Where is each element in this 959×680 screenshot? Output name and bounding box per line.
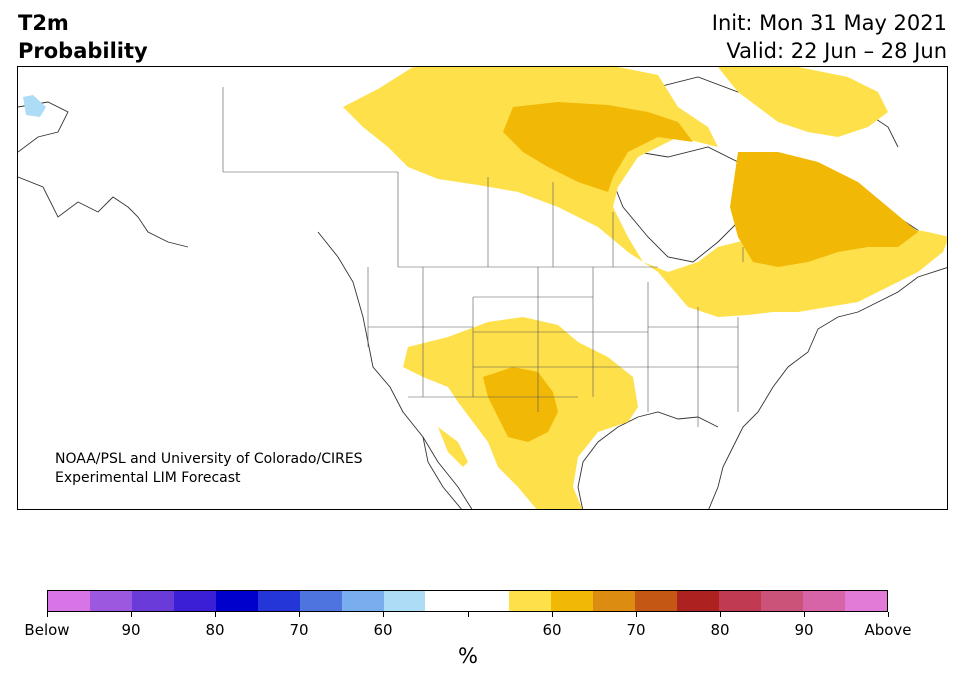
credit-line-2: Experimental LIM Forecast (55, 470, 241, 486)
colorbar-tick (383, 612, 384, 617)
colorbar-tick-label: 70 (289, 621, 309, 639)
below-60-region (23, 95, 46, 117)
valid-range: Valid: 22 Jun – 28 Jun (726, 39, 947, 63)
colorbar-segment (299, 591, 342, 611)
colorbar-segment (173, 591, 216, 611)
colorbar-tick (47, 612, 48, 617)
colorbar-segment (509, 591, 552, 611)
political-borders (222, 87, 744, 427)
colorbar-tick (299, 612, 300, 617)
colorbar-tick (215, 612, 216, 617)
colorbar-tick-label: 70 (626, 621, 646, 639)
colorbar-tick-label: 80 (205, 621, 225, 639)
credit-line-1: NOAA/PSL and University of Colorado/CIRE… (55, 451, 363, 467)
colorbar (47, 590, 888, 612)
colorbar-tick (468, 612, 469, 617)
colorbar-segment (760, 591, 803, 611)
colorbar-segment (215, 591, 258, 611)
colorbar-tick (804, 612, 805, 617)
colorbar-tick (131, 612, 132, 617)
colorbar-segment (131, 591, 174, 611)
colorbar-segment (719, 591, 761, 611)
colorbar-segment (48, 591, 90, 611)
colorbar-segment (802, 591, 845, 611)
colorbar-segment (89, 591, 132, 611)
colorbar-tick-label: Below (24, 621, 70, 639)
colorbar-tick-label: 60 (373, 621, 393, 639)
init-date: Init: Mon 31 May 2021 (711, 11, 947, 35)
colorbar-segment (467, 591, 510, 611)
colorbar-tick-label: 90 (794, 621, 814, 639)
colorbar-segment (551, 591, 594, 611)
colorbar-tick-label: 90 (121, 621, 141, 639)
probability-map (18, 67, 947, 509)
colorbar-tick (888, 612, 889, 617)
colorbar-segment (844, 591, 887, 611)
colorbar-units: % (458, 644, 478, 668)
colorbar-tick (720, 612, 721, 617)
colorbar-segment (341, 591, 384, 611)
colorbar-segment (635, 591, 678, 611)
colorbar-tick-label: 60 (542, 621, 562, 639)
subtitle: Probability (18, 39, 148, 63)
colorbar-segment (677, 591, 719, 611)
credit-text: NOAA/PSL and University of Colorado/CIRE… (55, 450, 363, 488)
colorbar-tick (636, 612, 637, 617)
title-right: Init: Mon 31 May 2021 Valid: 22 Jun – 28… (712, 9, 947, 65)
colorbar-segment (383, 591, 426, 611)
colorbar-tick (552, 612, 553, 617)
colorbar-segment (425, 591, 468, 611)
colorbar-segment (257, 591, 300, 611)
map-panel (17, 66, 948, 510)
colorbar-segment (593, 591, 636, 611)
above-70-region (483, 102, 918, 442)
colorbar-tick-label: Above (864, 621, 912, 639)
colorbar-tick-label: 80 (710, 621, 730, 639)
variable-title: T2m (18, 11, 69, 35)
title-left: T2m Probability (18, 9, 148, 65)
